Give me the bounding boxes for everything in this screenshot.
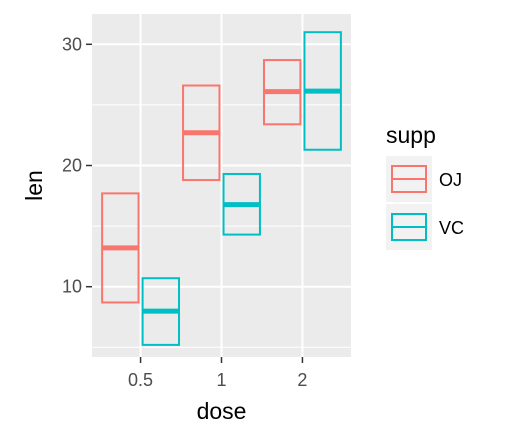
y-tick-label: 10 [62,277,82,297]
crossbar-oj-1 [182,84,221,182]
major-gridlines [92,14,351,357]
x-axis-title: dose [197,398,247,424]
y-tick-label: 20 [62,156,82,176]
legend: supp OJ VC [386,122,464,250]
crossbar-oj-2 [262,59,302,126]
legend-label-oj: OJ [439,170,462,190]
y-axis-title: len [21,170,47,201]
y-tick-label: 30 [62,34,82,54]
crossbar-vc-0.5 [141,277,181,346]
x-tick-label: 1 [216,370,226,390]
crossbar-oj-0.5 [101,192,140,304]
legend-key-oj [386,156,432,202]
crossbars [101,31,342,346]
legend-title: supp [386,122,436,148]
x-tick-label: 0.5 [128,370,153,390]
x-axis: 0.5 1 2 [128,357,307,390]
crossbar-vc-1 [222,172,261,236]
legend-label-vc: VC [439,218,464,238]
x-tick-label: 2 [297,370,307,390]
y-axis: 10 20 30 [62,34,92,297]
legend-key-vc [386,204,432,250]
crossbar-vc-2 [303,31,342,151]
